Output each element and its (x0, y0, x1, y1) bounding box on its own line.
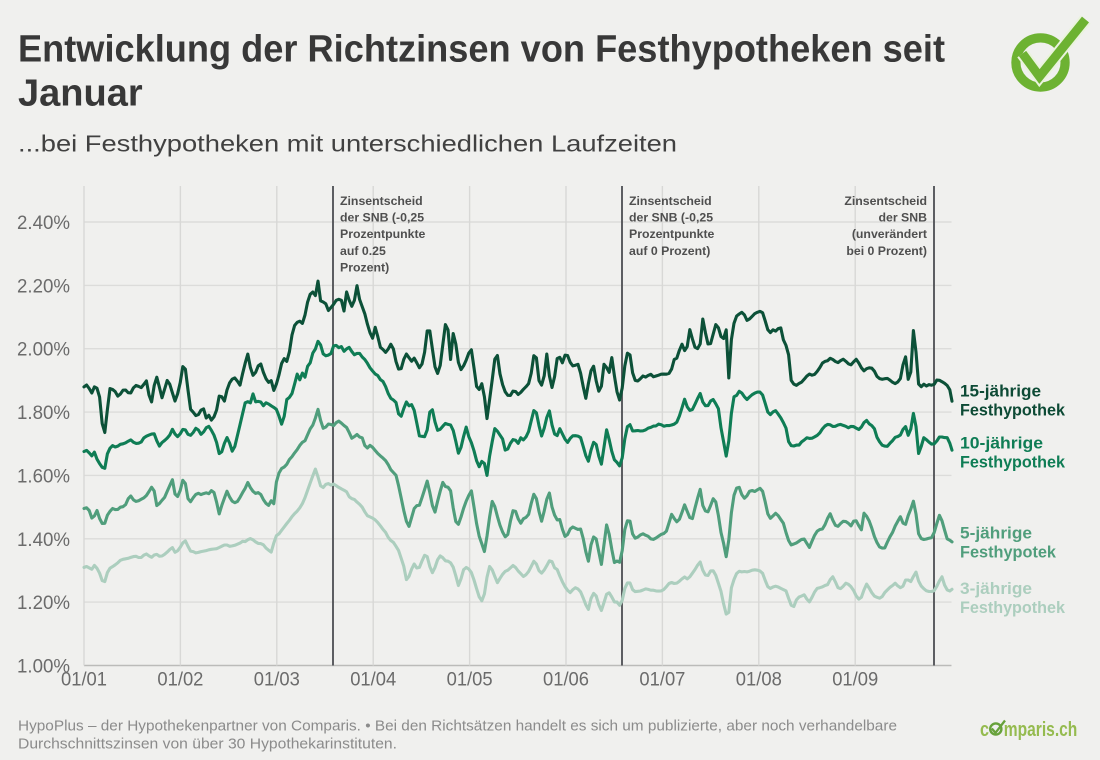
svg-text:Prozentpunkte: Prozentpunkte (340, 227, 426, 241)
svg-text:Festhypotek: Festhypotek (960, 543, 1057, 562)
svg-text:01/05: 01/05 (447, 670, 493, 691)
svg-text:Zinsentscheid: Zinsentscheid (340, 194, 423, 208)
svg-text:01/08: 01/08 (736, 670, 782, 691)
svg-text:01/03: 01/03 (254, 670, 300, 691)
svg-text:Durchschnittszinsen von über 3: Durchschnittszinsen von über 30 Hypothek… (18, 736, 397, 753)
svg-text:1.80%: 1.80% (17, 403, 70, 424)
svg-text:Zinsentscheid: Zinsentscheid (629, 194, 712, 208)
svg-text:mparis.ch: mparis.ch (1004, 719, 1078, 741)
svg-text:der SNB (-0,25: der SNB (-0,25 (340, 211, 424, 225)
svg-text:der SNB: der SNB (878, 211, 927, 225)
svg-text:bei 0 Prozent): bei 0 Prozent) (846, 244, 927, 258)
svg-text:Zinsentscheid: Zinsentscheid (844, 194, 927, 208)
svg-text:2.20%: 2.20% (17, 276, 70, 297)
svg-text:01/04: 01/04 (350, 670, 396, 691)
svg-text:01/07: 01/07 (639, 670, 685, 691)
svg-text:1.40%: 1.40% (17, 530, 70, 551)
svg-text:auf 0.25: auf 0.25 (340, 244, 386, 258)
svg-text:01/09: 01/09 (832, 670, 878, 691)
svg-text:1.20%: 1.20% (17, 593, 70, 614)
svg-text:der SNB (-0,25: der SNB (-0,25 (629, 211, 713, 225)
svg-text:10-jährige: 10-jährige (960, 434, 1043, 453)
svg-text:c: c (980, 719, 989, 741)
svg-text:Prozentpunkte: Prozentpunkte (629, 227, 715, 241)
svg-text:Januar: Januar (18, 73, 143, 115)
svg-text:Festhypothek: Festhypothek (960, 453, 1066, 472)
svg-text:1.00%: 1.00% (17, 657, 70, 678)
svg-text:01/01: 01/01 (61, 670, 107, 691)
svg-text:HypoPlus – der Hypothekenpartn: HypoPlus – der Hypothekenpartner von Com… (18, 718, 897, 735)
svg-text:Festhypothek: Festhypothek (960, 401, 1066, 420)
svg-text:01/06: 01/06 (543, 670, 589, 691)
svg-text:(unverändert: (unverändert (852, 227, 927, 241)
svg-text:auf 0 Prozent): auf 0 Prozent) (629, 244, 710, 258)
svg-text:Entwicklung der Richtzinsen vo: Entwicklung der Richtzinsen von Festhypo… (18, 29, 945, 71)
svg-text:Prozent): Prozent) (340, 260, 389, 274)
svg-text:1.60%: 1.60% (17, 466, 70, 487)
svg-text:Festhypothek: Festhypothek (960, 598, 1066, 617)
svg-text:2.40%: 2.40% (17, 213, 70, 234)
svg-text:15-jährige: 15-jährige (960, 382, 1041, 401)
svg-text:5-jährige: 5-jährige (960, 524, 1032, 543)
svg-text:01/02: 01/02 (157, 670, 203, 691)
svg-text:...bei Festhypotheken mit unte: ...bei Festhypotheken mit unterschiedlic… (18, 131, 677, 157)
svg-text:3-jährige: 3-jährige (960, 579, 1032, 598)
svg-text:2.00%: 2.00% (17, 340, 70, 361)
